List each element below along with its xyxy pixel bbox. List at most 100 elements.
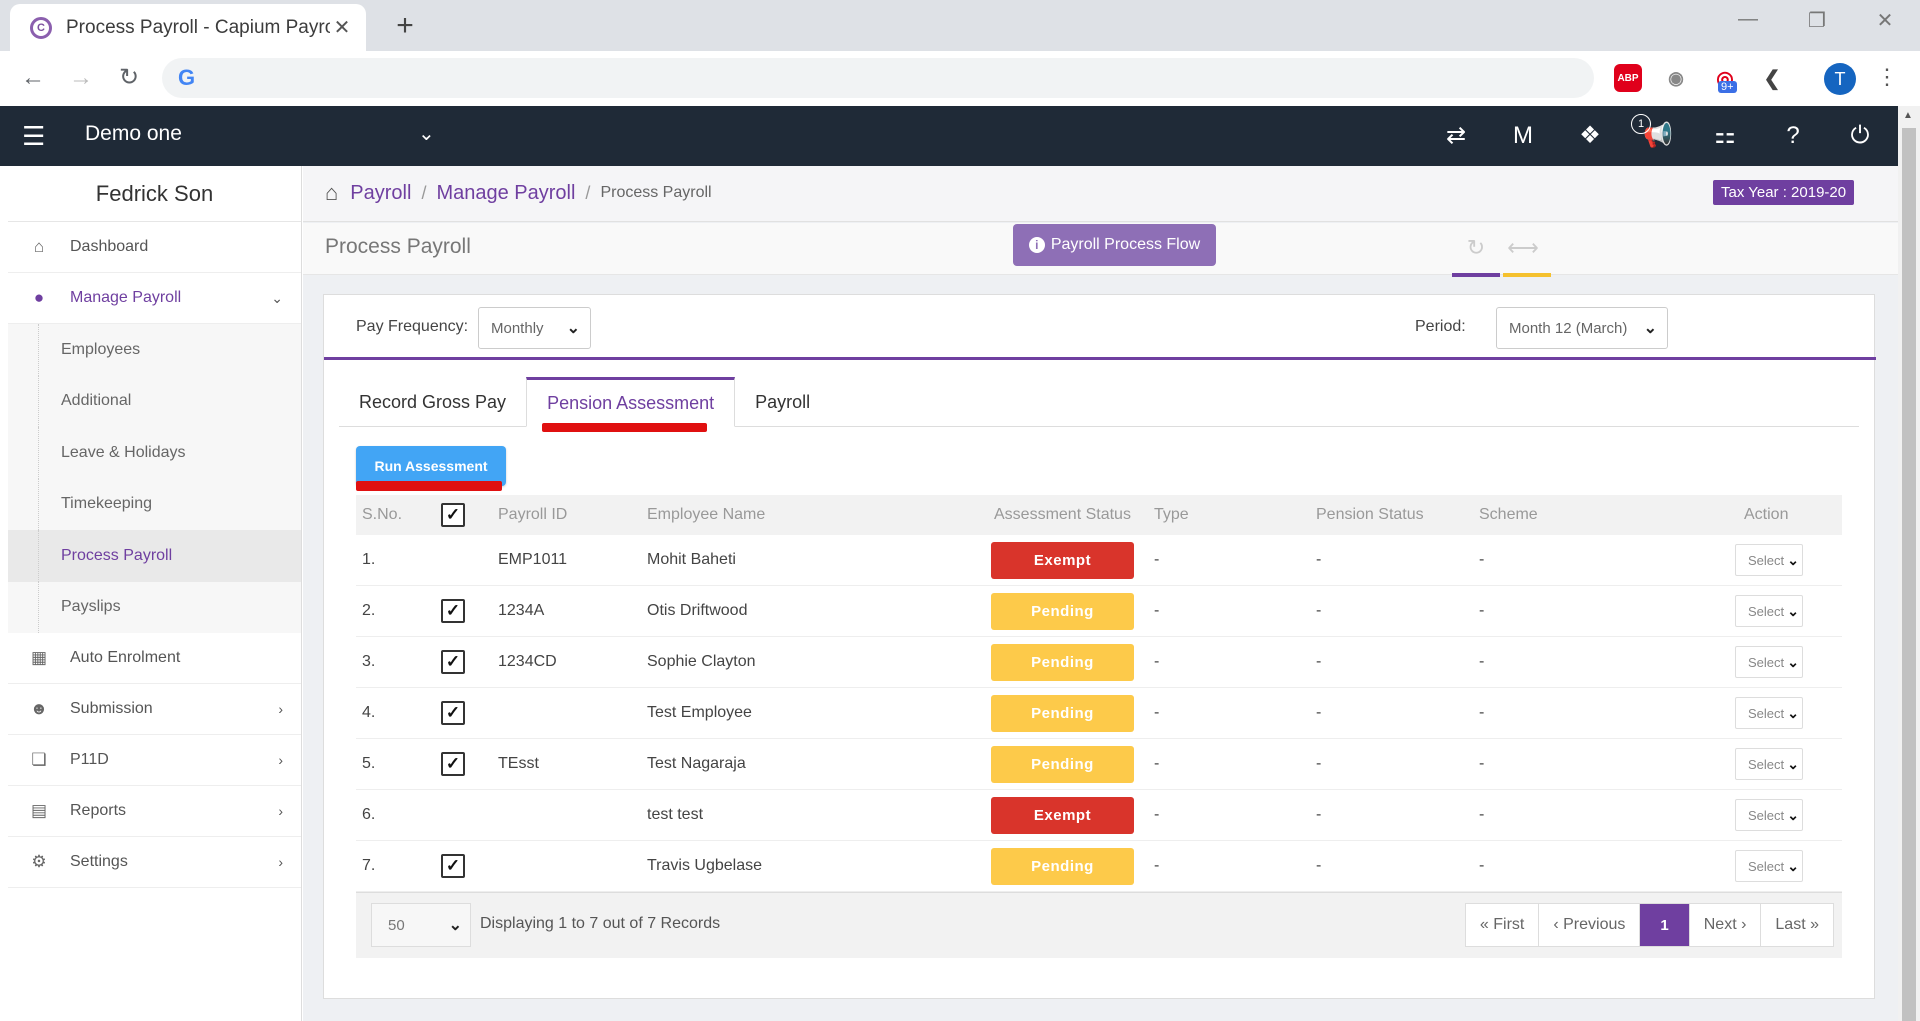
sidebar-item-auto-enrolment[interactable]: ▦ Auto Enrolment: [8, 633, 301, 684]
capium-logo-icon[interactable]: М: [1513, 122, 1533, 149]
switch-arrows-icon[interactable]: ⇄: [1445, 122, 1467, 149]
row-scheme: -: [1479, 755, 1485, 772]
status-badge: Pending: [991, 643, 1134, 681]
row-action-select[interactable]: Select ⌄: [1735, 799, 1803, 831]
row-pension-status: -: [1316, 857, 1322, 874]
sidebar-item-manage-payroll[interactable]: ● Manage Payroll ⌄: [8, 273, 301, 324]
sidebar-subitem-payslips[interactable]: Payslips: [8, 581, 301, 634]
payroll-process-flow-button[interactable]: i Payroll Process Flow: [1013, 224, 1216, 266]
profile-avatar[interactable]: T: [1824, 63, 1856, 95]
close-window-icon[interactable]: ✕: [1876, 10, 1894, 32]
new-tab-button[interactable]: +: [396, 9, 414, 42]
camera-extension-icon[interactable]: ◉: [1668, 67, 1684, 88]
sidebar: Fedrick Son ⌂ Dashboard ● Manage Payroll…: [8, 166, 302, 1021]
breadcrumb-payroll[interactable]: Payroll: [350, 181, 412, 204]
scroll-thumb[interactable]: [1902, 128, 1916, 1021]
row-checkbox[interactable]: ✓: [441, 752, 465, 776]
status-badge: Pending: [991, 847, 1134, 885]
sidebar-item-settings[interactable]: ⚙ Settings ›: [8, 837, 301, 888]
adblock-icon[interactable]: ABP: [1614, 64, 1642, 92]
browser-tabstrip: C Process Payroll - Capium Payroll ✕ + —…: [0, 0, 1920, 51]
sidebar-subitem-employees[interactable]: Employees: [8, 324, 301, 376]
company-name[interactable]: Demo one: [85, 122, 182, 145]
tab-record-gross-pay[interactable]: Record Gross Pay: [359, 391, 507, 412]
row-action-select[interactable]: Select ⌄: [1735, 595, 1803, 627]
row-action-cell: Select ⌄: [1735, 535, 1803, 585]
breadcrumb-manage-payroll[interactable]: Manage Payroll: [436, 181, 576, 204]
refresh-underline: [1452, 273, 1500, 277]
chevron-down-icon[interactable]: ⌄: [418, 123, 435, 145]
pager-last[interactable]: Last »: [1775, 916, 1819, 933]
capium-extension-icon[interactable]: ❮: [1763, 67, 1781, 90]
row-action-value: Select: [1748, 552, 1785, 568]
row-action-select[interactable]: Select ⌄: [1735, 646, 1803, 678]
sidebar-item-reports[interactable]: ▤ Reports ›: [8, 786, 301, 837]
sidebar-item-label: P11D: [70, 751, 109, 768]
sidebar-subitem-leave-holidays[interactable]: Leave & Holidays: [8, 427, 301, 479]
refresh-icon[interactable]: ↻: [1466, 235, 1486, 260]
page-size-select[interactable]: 50 ⌄: [371, 903, 471, 947]
run-assessment-button[interactable]: Run Assessment: [356, 446, 506, 486]
address-bar[interactable]: G: [162, 58, 1594, 98]
row-checkbox-cell: ✓: [441, 688, 465, 738]
pager-first[interactable]: « First: [1466, 904, 1540, 946]
period-select[interactable]: Month 12 (March) ⌄: [1496, 307, 1668, 349]
expand-arrows-icon[interactable]: ⟷: [1507, 235, 1539, 260]
apps-cubes-icon[interactable]: ❖: [1579, 122, 1601, 149]
row-action-cell: Select ⌄: [1735, 790, 1803, 840]
header-employee-name: Employee Name: [647, 506, 766, 523]
chevron-down-icon: ⌄: [566, 320, 580, 337]
home-icon[interactable]: ⌂: [325, 180, 339, 205]
sidebar-item-dashboard[interactable]: ⌂ Dashboard: [8, 222, 301, 273]
sidebar-item-submission[interactable]: ☻ Submission ›: [8, 684, 301, 735]
status-badge: Pending: [991, 694, 1134, 732]
browser-tab[interactable]: C Process Payroll - Capium Payroll ✕: [10, 4, 366, 51]
sidebar-subitem-timekeeping[interactable]: Timekeeping: [8, 478, 301, 531]
table-row: 3. ✓ 1234CD Sophie Clayton Pending - - - Select ⌄: [356, 637, 1842, 688]
row-checkbox[interactable]: ✓: [441, 854, 465, 878]
restore-icon[interactable]: ❐: [1808, 10, 1826, 32]
row-checkbox[interactable]: ✓: [441, 599, 465, 623]
back-icon[interactable]: ←: [21, 64, 45, 91]
tab-pension-assessment[interactable]: Pension Assessment: [526, 377, 736, 427]
google-icon: G: [178, 65, 196, 90]
select-all-checkbox[interactable]: ✓: [441, 503, 465, 527]
ticket-icon[interactable]: ⚏: [1714, 122, 1736, 149]
forward-icon[interactable]: →: [69, 64, 93, 91]
sidebar-subitem-additional[interactable]: Additional: [8, 375, 301, 428]
row-pension-status: -: [1316, 704, 1322, 721]
tab-payroll[interactable]: Payroll: [755, 391, 811, 412]
pager-next[interactable]: Next ›: [1690, 904, 1762, 946]
pager-previous[interactable]: ‹ Previous: [1539, 904, 1641, 946]
app-header: ☰ Demo one ⌄ ⇄ М ❖ 📢 1 ⚏ ? ⏻: [0, 106, 1898, 166]
row-checkbox[interactable]: ✓: [441, 650, 465, 674]
sidebar-item-p11d[interactable]: ❏ P11D ›: [8, 735, 301, 786]
browser-menu-icon[interactable]: ⋮: [1876, 64, 1898, 89]
row-checkbox[interactable]: ✓: [441, 701, 465, 725]
table-row: 6. test test Exempt - - - Select ⌄: [356, 790, 1842, 841]
tab-close-icon[interactable]: ✕: [333, 17, 351, 39]
minimize-icon[interactable]: —: [1738, 8, 1758, 30]
sidebar-user-name: Fedrick Son: [8, 166, 301, 222]
row-action-value: Select: [1748, 603, 1785, 619]
hamburger-menu-icon[interactable]: ☰: [22, 121, 46, 151]
pager-page-1[interactable]: 1: [1640, 904, 1690, 946]
row-payroll-id: TEsst: [498, 755, 539, 772]
user-icon: ●: [33, 288, 45, 307]
power-icon[interactable]: ⏻: [1850, 122, 1870, 149]
row-action-select[interactable]: Select ⌄: [1735, 748, 1803, 780]
grid-icon: ▦: [30, 648, 48, 667]
header-select-all: ✓: [441, 495, 465, 535]
users-icon: ☻: [30, 699, 48, 718]
row-action-value: Select: [1748, 654, 1785, 670]
row-action-select[interactable]: Select ⌄: [1735, 697, 1803, 729]
sidebar-subitem-process-payroll[interactable]: Process Payroll: [8, 530, 301, 582]
header-type: Type: [1154, 506, 1189, 523]
scroll-up-icon[interactable]: ▲: [1903, 110, 1913, 121]
row-action-select[interactable]: Select ⌄: [1735, 544, 1803, 576]
page-scrollbar[interactable]: ▲: [1898, 106, 1920, 1021]
row-action-select[interactable]: Select ⌄: [1735, 850, 1803, 882]
help-icon[interactable]: ?: [1786, 122, 1800, 149]
pay-frequency-select[interactable]: Monthly ⌄: [478, 307, 591, 349]
reload-icon[interactable]: ↻: [118, 64, 140, 91]
